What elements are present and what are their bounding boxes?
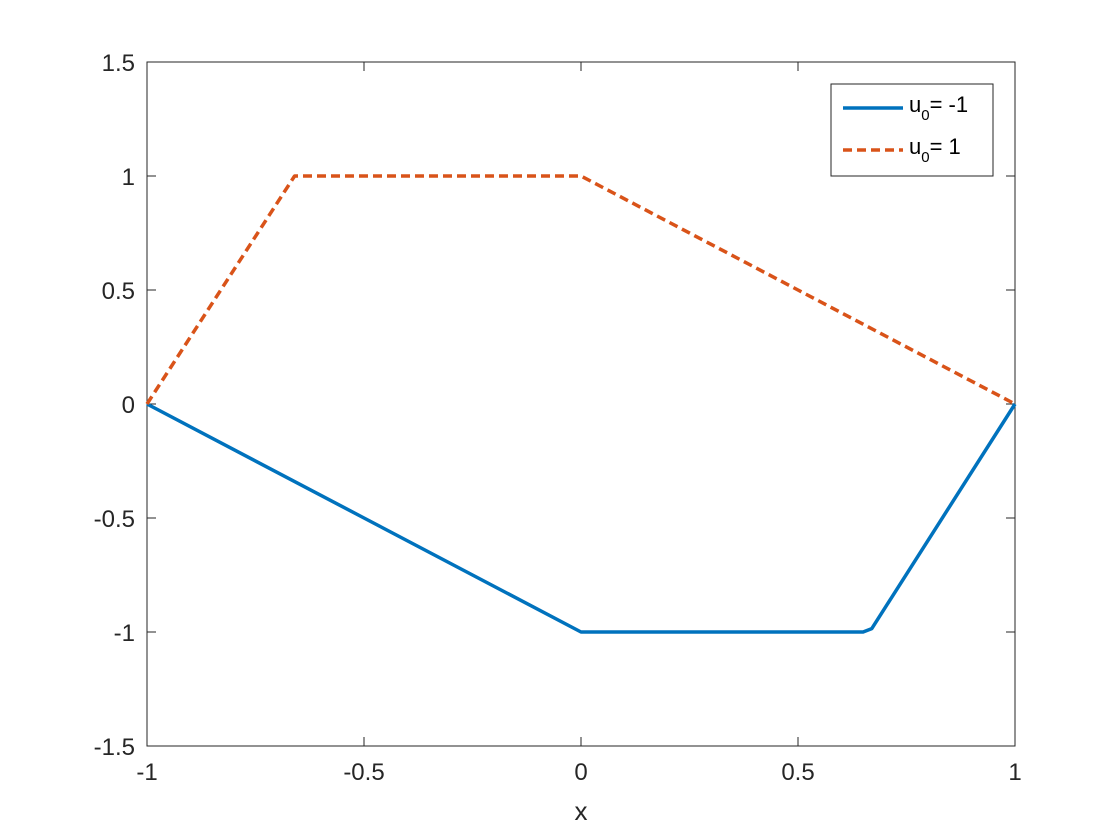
x-tick-label: -0.5 [343,759,384,786]
x-tick-label: 0 [574,759,587,786]
y-tick-label: 1.5 [102,50,135,77]
legend-entry-1: u0= 1 [909,134,961,166]
y-tick-label: 0.5 [102,278,135,305]
y-tick-label: 1 [122,164,135,191]
legend-box [830,83,994,177]
y-tick-label: 0 [122,392,135,419]
x-tick-label: -1 [136,759,157,786]
series-line-1 [145,174,1016,406]
ticks-layer: -1 -0.5 0 0.5 1-1.5-1-0.500.511.5 [94,50,1022,786]
series-layer [145,174,1017,634]
x-tick-label: 0.5 [781,759,814,786]
y-tick-label: -0.5 [94,506,135,533]
legend-entry-0: u0= -1 [909,92,968,124]
legend: u0= -1 u0= 1 [830,83,994,177]
y-tick-label: -1 [114,620,135,647]
x-axis-label: x [575,796,588,826]
series-line-0 [146,402,1017,634]
x-tick-label: 1 [1008,759,1021,786]
y-tick-label: -1.5 [94,734,135,761]
